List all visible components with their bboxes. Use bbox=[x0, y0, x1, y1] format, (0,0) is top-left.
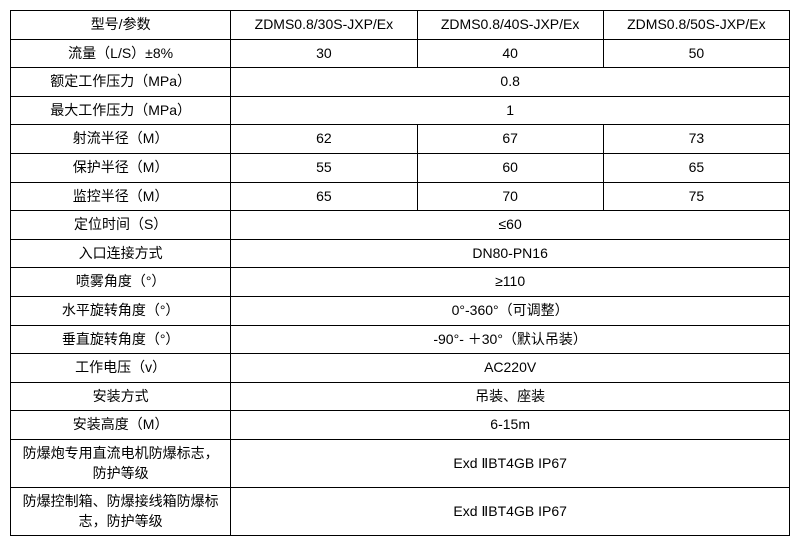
table-row: 水平旋转角度（°） 0°-360°（可调整） bbox=[11, 296, 790, 325]
spec-table-body: 型号/参数 ZDMS0.8/30S-JXP/Ex ZDMS0.8/40S-JXP… bbox=[11, 11, 790, 536]
param-label: 喷雾角度（°） bbox=[11, 268, 231, 297]
param-label: 监控半径（M） bbox=[11, 182, 231, 211]
table-row: 安装方式 吊装、座装 bbox=[11, 382, 790, 411]
param-value-merged: DN80-PN16 bbox=[231, 239, 790, 268]
param-value-merged: 0°-360°（可调整） bbox=[231, 296, 790, 325]
param-value-merged: 1 bbox=[231, 96, 790, 125]
param-label: 工作电压（v） bbox=[11, 354, 231, 383]
param-value: 65 bbox=[603, 153, 789, 182]
table-row: 喷雾角度（°） ≥110 bbox=[11, 268, 790, 297]
param-value: 40 bbox=[417, 39, 603, 68]
param-value: 75 bbox=[603, 182, 789, 211]
param-label: 垂直旋转角度（°） bbox=[11, 325, 231, 354]
model-header-0: ZDMS0.8/30S-JXP/Ex bbox=[231, 11, 417, 40]
table-row: 保护半径（M） 55 60 65 bbox=[11, 153, 790, 182]
table-row: 入口连接方式 DN80-PN16 bbox=[11, 239, 790, 268]
param-label: 保护半径（M） bbox=[11, 153, 231, 182]
param-label: 定位时间（S） bbox=[11, 211, 231, 240]
model-header-1: ZDMS0.8/40S-JXP/Ex bbox=[417, 11, 603, 40]
param-value: 60 bbox=[417, 153, 603, 182]
param-label: 水平旋转角度（°） bbox=[11, 296, 231, 325]
param-label-header: 型号/参数 bbox=[11, 11, 231, 40]
param-value-merged: ≥110 bbox=[231, 268, 790, 297]
param-value-merged: ≤60 bbox=[231, 211, 790, 240]
param-label: 流量（L/S）±8% bbox=[11, 39, 231, 68]
param-label: 防爆控制箱、防爆接线箱防爆标志，防护等级 bbox=[11, 488, 231, 536]
param-value: 70 bbox=[417, 182, 603, 211]
table-row: 最大工作压力（MPa） 1 bbox=[11, 96, 790, 125]
table-row: 额定工作压力（MPa） 0.8 bbox=[11, 68, 790, 97]
param-value: 67 bbox=[417, 125, 603, 154]
table-row: 流量（L/S）±8% 30 40 50 bbox=[11, 39, 790, 68]
table-row: 工作电压（v） AC220V bbox=[11, 354, 790, 383]
param-value: 30 bbox=[231, 39, 417, 68]
param-value-merged: Exd ⅡBT4GB IP67 bbox=[231, 488, 790, 536]
param-value-merged: AC220V bbox=[231, 354, 790, 383]
table-header-row: 型号/参数 ZDMS0.8/30S-JXP/Ex ZDMS0.8/40S-JXP… bbox=[11, 11, 790, 40]
table-row: 定位时间（S） ≤60 bbox=[11, 211, 790, 240]
spec-table: 型号/参数 ZDMS0.8/30S-JXP/Ex ZDMS0.8/40S-JXP… bbox=[10, 10, 790, 536]
param-label: 安装高度（M） bbox=[11, 411, 231, 440]
table-row: 监控半径（M） 65 70 75 bbox=[11, 182, 790, 211]
param-value: 73 bbox=[603, 125, 789, 154]
param-label: 安装方式 bbox=[11, 382, 231, 411]
param-label: 射流半径（M） bbox=[11, 125, 231, 154]
table-row: 防爆炮专用直流电机防爆标志，防护等级 Exd ⅡBT4GB IP67 bbox=[11, 439, 790, 487]
param-value: 50 bbox=[603, 39, 789, 68]
param-value-merged: -90°- ＋30°（默认吊装） bbox=[231, 325, 790, 354]
param-label: 最大工作压力（MPa） bbox=[11, 96, 231, 125]
table-row: 射流半径（M） 62 67 73 bbox=[11, 125, 790, 154]
param-label: 防爆炮专用直流电机防爆标志，防护等级 bbox=[11, 439, 231, 487]
param-value-merged: Exd ⅡBT4GB IP67 bbox=[231, 439, 790, 487]
param-value-merged: 吊装、座装 bbox=[231, 382, 790, 411]
param-value: 62 bbox=[231, 125, 417, 154]
param-value: 55 bbox=[231, 153, 417, 182]
param-value: 65 bbox=[231, 182, 417, 211]
param-label: 额定工作压力（MPa） bbox=[11, 68, 231, 97]
param-value-merged: 0.8 bbox=[231, 68, 790, 97]
table-row: 垂直旋转角度（°） -90°- ＋30°（默认吊装） bbox=[11, 325, 790, 354]
model-header-2: ZDMS0.8/50S-JXP/Ex bbox=[603, 11, 789, 40]
table-row: 防爆控制箱、防爆接线箱防爆标志，防护等级 Exd ⅡBT4GB IP67 bbox=[11, 488, 790, 536]
param-label: 入口连接方式 bbox=[11, 239, 231, 268]
table-row: 安装高度（M） 6-15m bbox=[11, 411, 790, 440]
param-value-merged: 6-15m bbox=[231, 411, 790, 440]
